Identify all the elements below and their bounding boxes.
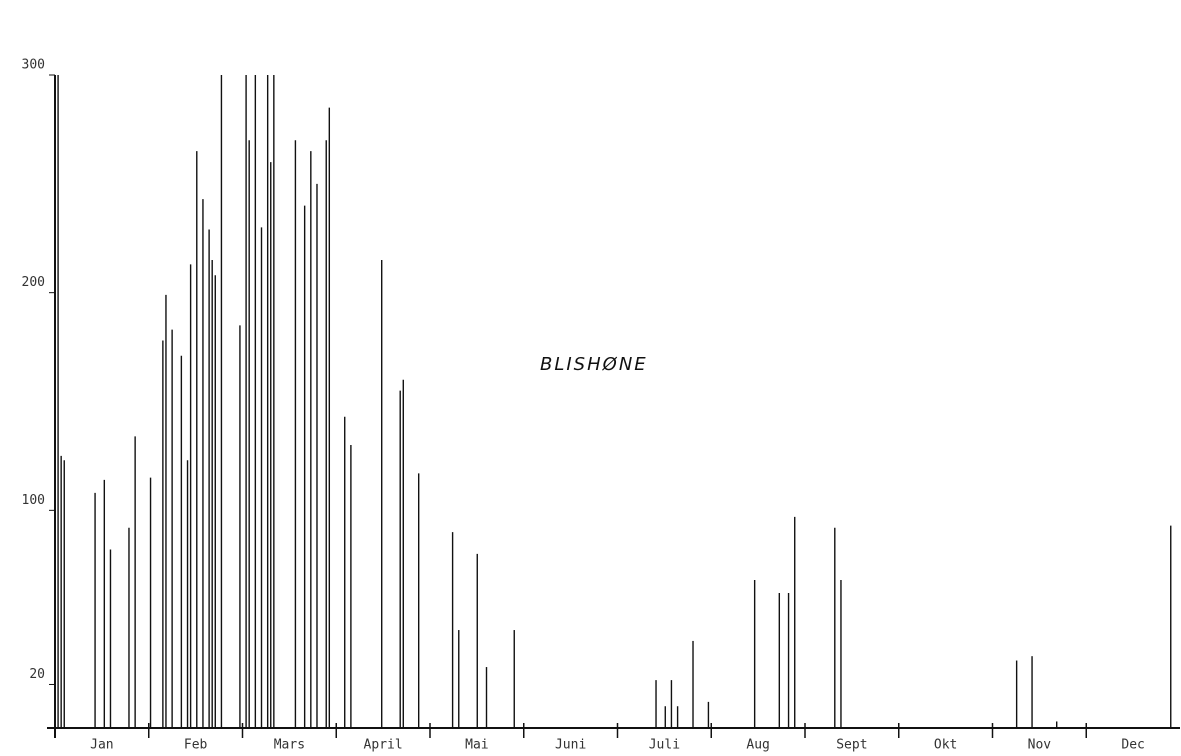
x-tick-label: April — [364, 738, 403, 753]
x-tick-label: Dec — [1121, 738, 1144, 753]
y-tick-label: 300 — [22, 58, 45, 73]
x-tick-label: Mars — [274, 738, 305, 753]
x-tick-label: Okt — [934, 738, 957, 753]
y-tick-label: 20 — [29, 667, 45, 682]
y-tick-label: 200 — [22, 275, 45, 290]
y-tick-label: 100 — [22, 493, 45, 508]
x-tick-label: Mai — [465, 738, 488, 753]
x-tick-label: Juli — [649, 738, 680, 753]
x-tick-label: Sept — [836, 738, 867, 753]
x-tick-label: Jan — [90, 738, 113, 753]
x-tick-label: Juni — [555, 738, 586, 753]
x-tick-label: Feb — [184, 738, 208, 753]
x-tick-label: Aug — [746, 738, 769, 753]
x-tick-label: Nov — [1028, 738, 1052, 753]
chart-title: BLISHØNE — [540, 354, 648, 375]
